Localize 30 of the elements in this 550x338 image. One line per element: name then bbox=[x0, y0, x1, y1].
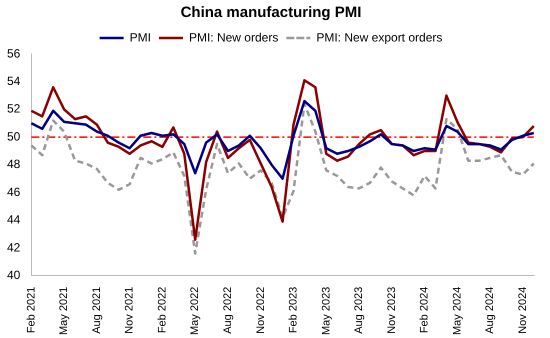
x-tick-label: May 2023 bbox=[320, 286, 332, 336]
y-tick-label: 50 bbox=[6, 129, 21, 144]
y-tick-label: 40 bbox=[6, 268, 21, 282]
x-tick-label: Nov 2023 bbox=[386, 286, 398, 334]
y-tick-label: 46 bbox=[6, 184, 21, 199]
x-tick-label: May 2024 bbox=[451, 286, 464, 336]
x-tick-label: Nov 2022 bbox=[254, 286, 267, 334]
x-tick-label: Aug 2022 bbox=[222, 286, 234, 334]
x-tick-label: Aug 2023 bbox=[353, 286, 366, 334]
x-tick-label: May 2022 bbox=[189, 286, 202, 336]
x-tick-label: Aug 2024 bbox=[484, 286, 496, 334]
legend-label: PMI: New export orders bbox=[316, 30, 442, 44]
x-tick-label: Nov 2021 bbox=[124, 286, 136, 334]
line-series bbox=[30, 102, 536, 255]
chart-title: China manufacturing PMI bbox=[180, 4, 362, 22]
y-tick-label: 54 bbox=[6, 74, 21, 88]
y-tick-label: 48 bbox=[6, 157, 21, 172]
x-tick-label: Nov 2024 bbox=[516, 286, 529, 334]
x-tick-label: May 2021 bbox=[58, 286, 70, 336]
y-tick-label: 56 bbox=[6, 46, 21, 60]
x-tick-label: Feb 2021 bbox=[25, 286, 38, 334]
x-tick-label: Feb 2023 bbox=[288, 286, 300, 334]
x-tick-label: Feb 2024 bbox=[418, 286, 431, 334]
y-tick-label: 52 bbox=[6, 102, 21, 116]
y-tick-label: 44 bbox=[6, 212, 21, 227]
legend-label: PMI bbox=[130, 30, 151, 44]
legend-label: PMI: New orders bbox=[188, 30, 278, 44]
y-tick-label: 42 bbox=[6, 240, 21, 254]
x-tick-label: Aug 2021 bbox=[90, 286, 103, 334]
x-tick-label: Feb 2022 bbox=[156, 286, 168, 334]
